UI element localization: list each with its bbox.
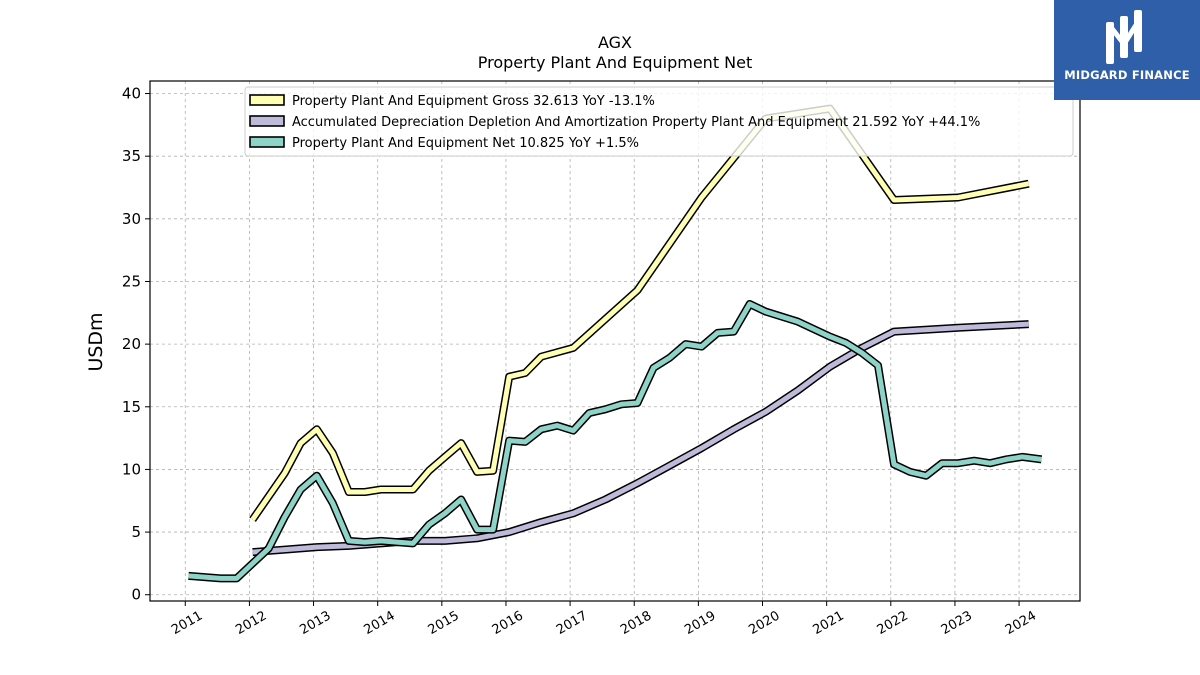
- legend-swatch: [249, 115, 285, 127]
- x-tick-label: 2015: [426, 608, 462, 638]
- series-layer: [188, 104, 1043, 583]
- y-tick-label: 35: [122, 147, 141, 165]
- x-tick-label: 2011: [169, 608, 205, 638]
- x-tick-label: 2017: [554, 608, 590, 638]
- series-line-outline-1: [249, 104, 1030, 522]
- plot-frame: [149, 80, 1081, 602]
- chart-subtitle: Property Plant And Equipment Net: [478, 53, 753, 72]
- series-line-outline-2: [252, 320, 1029, 557]
- legend-label: Property Plant And Equipment Gross 32.61…: [292, 94, 655, 109]
- legend-label: Property Plant And Equipment Net 10.825 …: [292, 136, 639, 151]
- x-tick-label: 2016: [490, 608, 526, 638]
- y-tick-label: 25: [122, 272, 141, 290]
- x-tick-label: 2020: [746, 608, 782, 638]
- brand-logo: MIDGARD FINANCE: [1054, 0, 1200, 100]
- series-line-2: [252, 321, 1029, 555]
- chart-title: AGX: [598, 33, 632, 52]
- series-line-1: [250, 106, 1030, 522]
- legend-swatch: [249, 136, 285, 148]
- logo-text: MIDGARD FINANCE: [1064, 68, 1190, 82]
- x-tick-label: 2022: [875, 608, 911, 638]
- x-tick-label: 2013: [297, 608, 333, 638]
- legend-swatch: [249, 94, 285, 106]
- series-line-3: [188, 301, 1042, 581]
- y-tick-label: 5: [131, 523, 141, 541]
- x-tick-label: 2018: [618, 608, 654, 638]
- y-tick-label: 0: [131, 586, 141, 604]
- series-line-outline-3: [188, 300, 1043, 583]
- logo-mark-icon: [1106, 10, 1142, 64]
- x-tick-label: 2021: [810, 608, 846, 638]
- y-tick-label: 20: [122, 335, 141, 353]
- legend-box: [244, 86, 1074, 157]
- x-tick-label: 2014: [362, 608, 398, 638]
- y-tick-label: 40: [122, 85, 141, 103]
- grid: [150, 81, 1080, 601]
- y-tick-label: 10: [122, 460, 141, 478]
- legend-label: Accumulated Depreciation Depletion And A…: [292, 115, 980, 130]
- x-tick-label: 2012: [233, 608, 269, 638]
- y-tick-label: 15: [122, 398, 141, 416]
- y-axis-label: USDm: [85, 312, 107, 371]
- legend: Property Plant And Equipment Gross 32.61…: [244, 86, 1074, 157]
- x-tick-label: 2023: [939, 608, 975, 638]
- x-tick-label: 2019: [682, 608, 718, 638]
- y-tick-label: 30: [122, 210, 141, 228]
- x-tick-label: 2024: [1003, 608, 1039, 638]
